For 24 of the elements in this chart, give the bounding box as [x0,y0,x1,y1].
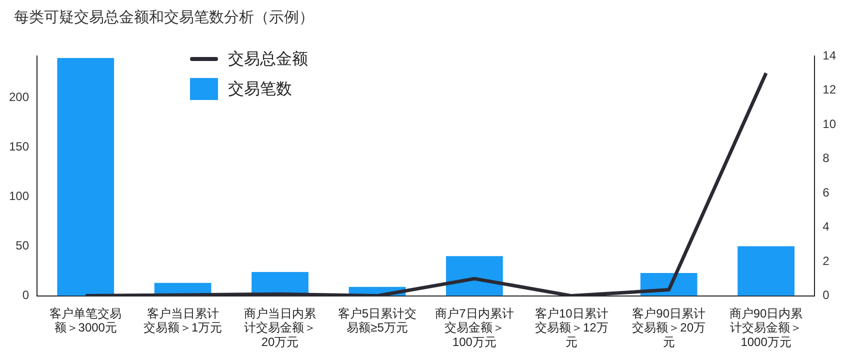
y2-tick-label: 6 [822,185,830,200]
y2-tick-label: 8 [822,151,830,166]
y-tick-label: 150 [8,139,30,154]
x-tick-label: 商户当日内累计交易金额＞20万元 [244,306,316,350]
x-tick-label: 客户单笔交易额＞3000元 [50,306,122,335]
y-tick-label: 200 [8,90,30,104]
legend-label: 交易总金额 [228,48,308,70]
y2-tick-label: 12 [822,82,836,97]
x-tick-label: 客户10日累计交易额＞12万元 [534,306,608,350]
y2-tick-label: 4 [822,220,830,234]
y2-tick-label: 10 [822,116,836,131]
y2-tick-label: 14 [822,48,836,62]
chart-title: 每类可疑交易总金额和交易笔数分析（示例） [14,8,314,27]
x-tick-label: 客户90日累计交易额＞20万元 [632,306,706,350]
y2-tick-label: 0 [822,288,830,302]
y2-tick-label: 2 [822,254,830,268]
x-tick-label: 商户90日内累计交易金额＞1000万元 [729,306,803,350]
y-tick-label: 100 [8,189,30,204]
legend-label: 交易笔数 [228,78,292,100]
x-tick-label: 商户7日内累计交易金额＞100万元 [435,306,514,350]
y-tick-label: 50 [16,238,30,253]
y-tick-label: 0 [22,288,30,302]
x-tick-label: 客户5日累计交易额≥5万元 [338,306,417,335]
x-tick-label: 客户当日累计交易额＞1万元 [143,306,222,335]
